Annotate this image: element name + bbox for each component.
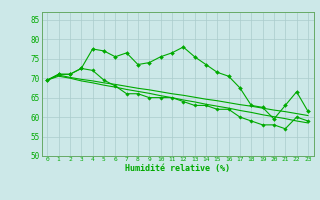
X-axis label: Humidité relative (%): Humidité relative (%) bbox=[125, 164, 230, 173]
